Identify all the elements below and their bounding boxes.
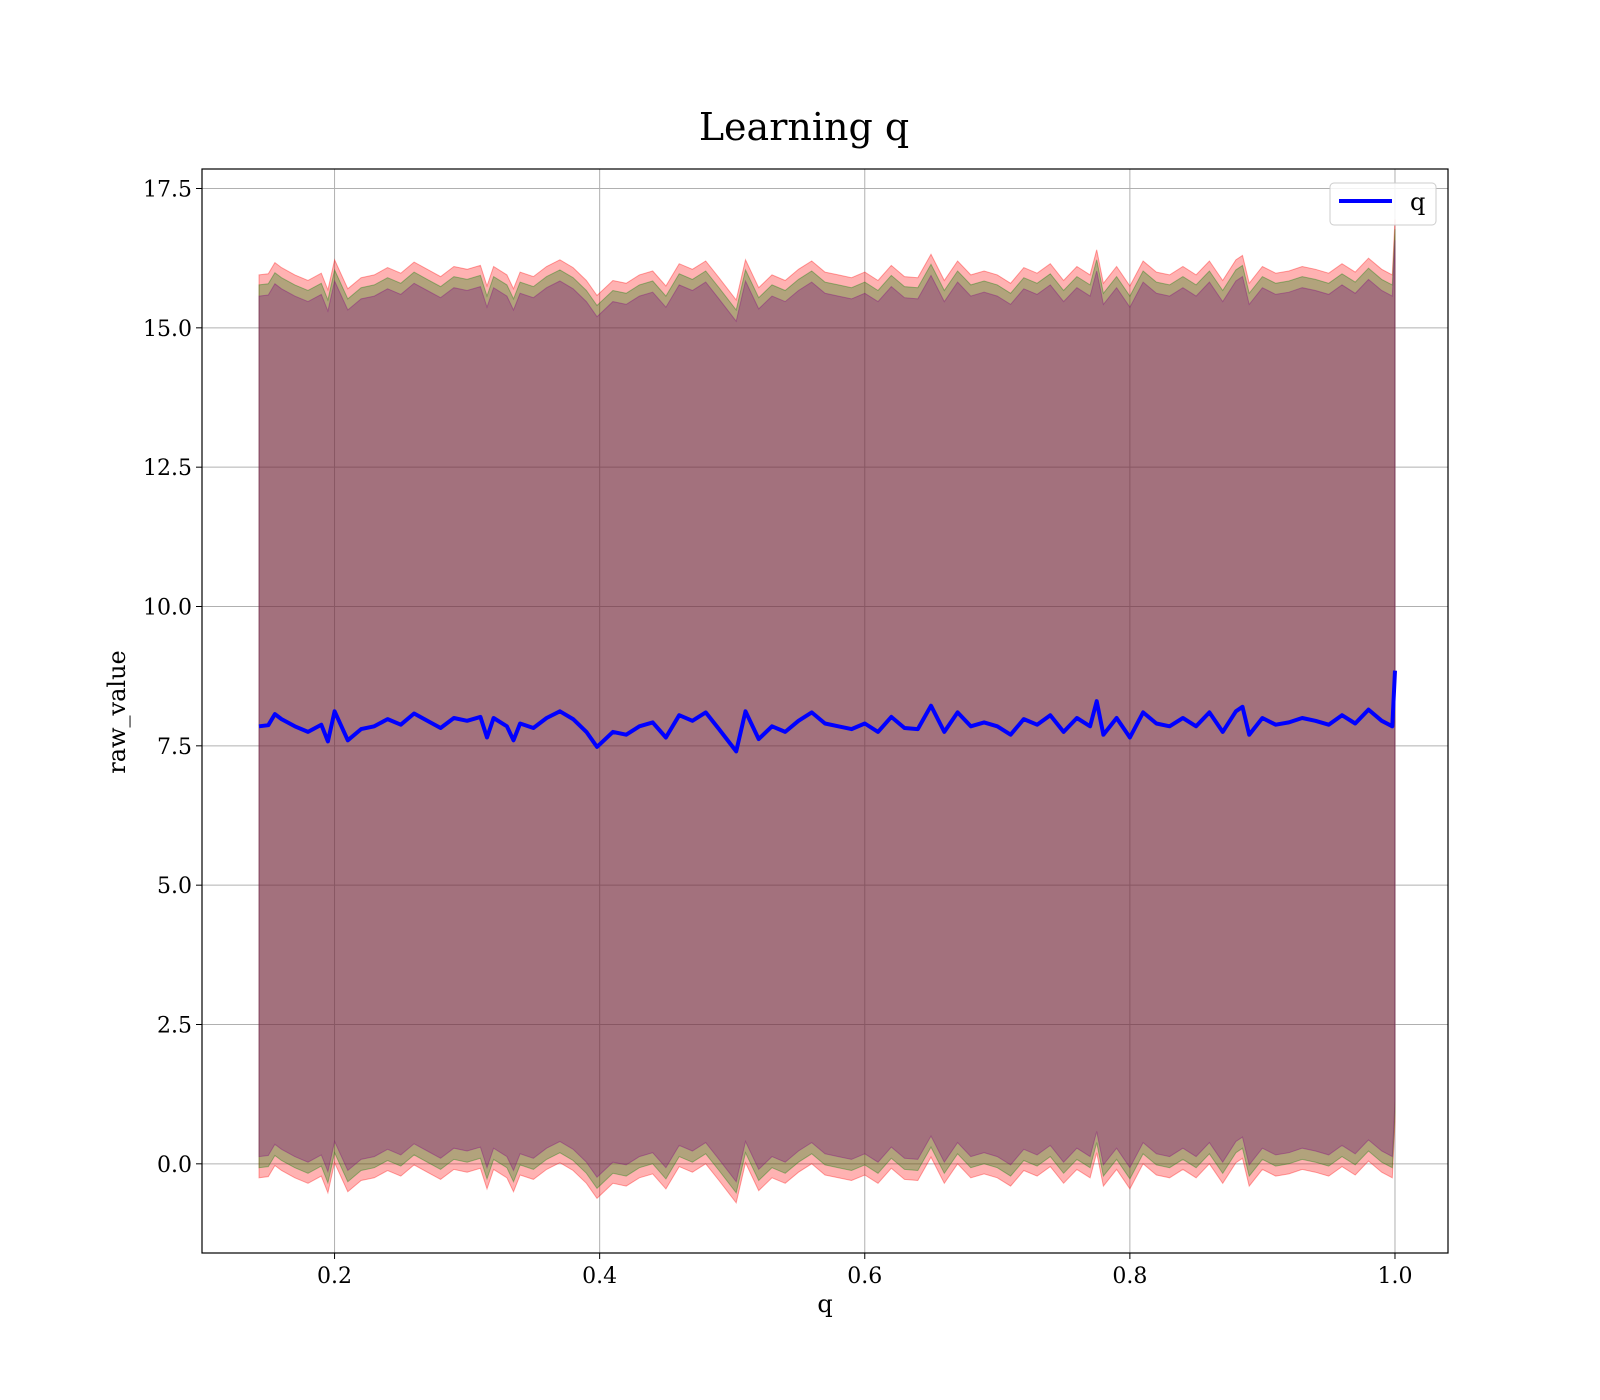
- y-tick-label: 2.5: [157, 1013, 192, 1038]
- plot-frame: [201, 168, 1449, 1254]
- y-axis: 0.0 2.5 5.0 7.5 10.0 12.5 15.0 17.5: [143, 178, 202, 1178]
- confidence-band-3: [258, 240, 1396, 1183]
- y-tick-label: 12.5: [143, 456, 192, 481]
- x-axis: 0.2 0.4 0.6 0.8 1.0: [317, 1253, 1412, 1289]
- x-tick-label: 0.2: [317, 1264, 352, 1289]
- confidence-band-2: [258, 229, 1396, 1194]
- y-tick-label: 7.5: [157, 735, 192, 760]
- y-axis-label: raw_value: [103, 650, 131, 774]
- bands: [258, 219, 1396, 1204]
- series-lines: [258, 670, 1397, 754]
- series-line-q: [258, 670, 1397, 754]
- x-axis-label: q: [817, 1290, 832, 1318]
- x-tick-label: 0.8: [1112, 1264, 1147, 1289]
- x-tick-label: 0.4: [582, 1264, 617, 1289]
- y-tick-label: 0.0: [157, 1153, 192, 1178]
- chart-title: Learning q: [699, 105, 909, 149]
- confidence-band-1: [258, 219, 1396, 1204]
- y-tick-label: 17.5: [143, 178, 192, 203]
- legend-label-q: q: [1410, 188, 1425, 216]
- x-tick-label: 0.6: [847, 1264, 882, 1289]
- y-tick-label: 10.0: [143, 596, 192, 621]
- legend-box: [1329, 182, 1437, 226]
- legend: q: [1329, 182, 1437, 226]
- x-tick-label: 1.0: [1377, 1264, 1412, 1289]
- grid: [202, 169, 1448, 1253]
- y-tick-label: 5.0: [157, 874, 192, 899]
- y-tick-label: 15.0: [143, 317, 192, 342]
